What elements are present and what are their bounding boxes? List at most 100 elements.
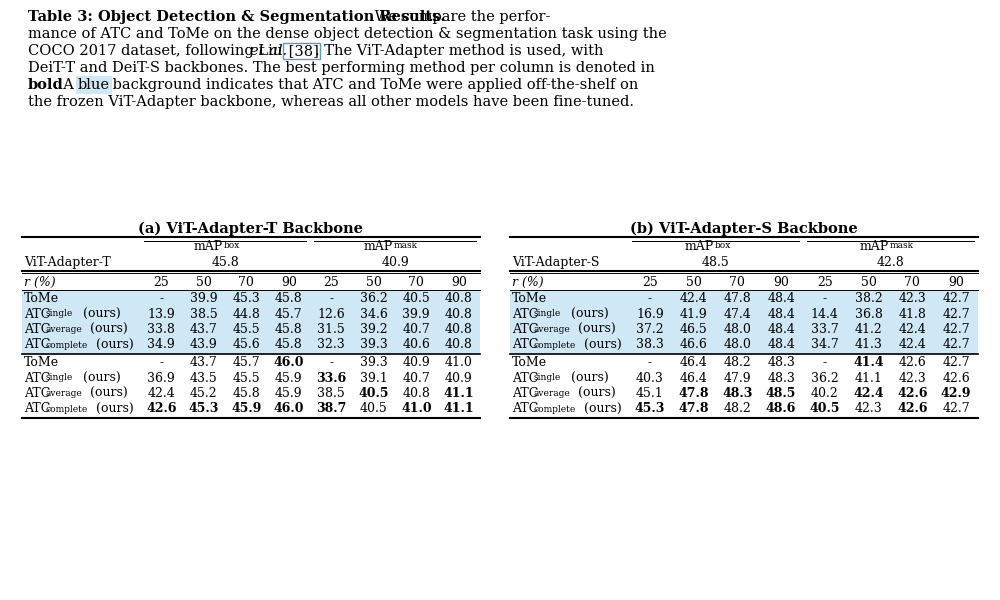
Text: 45.6: 45.6 bbox=[232, 338, 260, 352]
Text: ATC: ATC bbox=[24, 371, 50, 385]
Text: -: - bbox=[159, 356, 163, 369]
Text: 37.2: 37.2 bbox=[636, 323, 664, 336]
Text: 70: 70 bbox=[729, 275, 745, 289]
Text: the frozen ViT-Adapter backbone, whereas all other models have been fine-tuned.: the frozen ViT-Adapter backbone, whereas… bbox=[28, 95, 634, 109]
Text: 50: 50 bbox=[861, 275, 877, 289]
Text: -: - bbox=[329, 292, 333, 305]
Text: 39.1: 39.1 bbox=[360, 371, 388, 385]
Text: 42.4: 42.4 bbox=[898, 323, 926, 336]
Text: 42.7: 42.7 bbox=[942, 292, 970, 305]
Text: 39.9: 39.9 bbox=[402, 307, 430, 320]
Text: 41.1: 41.1 bbox=[855, 371, 883, 385]
Text: single: single bbox=[45, 373, 72, 383]
Text: average: average bbox=[45, 389, 82, 398]
Text: 45.9: 45.9 bbox=[231, 403, 261, 415]
Text: 41.0: 41.0 bbox=[401, 403, 432, 415]
Text: mAP: mAP bbox=[194, 241, 223, 253]
Text: complete: complete bbox=[45, 404, 87, 413]
Text: ToMe: ToMe bbox=[24, 356, 59, 369]
Text: (ours): (ours) bbox=[580, 403, 622, 415]
Text: 48.5: 48.5 bbox=[702, 256, 729, 269]
Text: 42.3: 42.3 bbox=[855, 403, 883, 415]
Text: 34.6: 34.6 bbox=[360, 307, 388, 320]
Text: 45.8: 45.8 bbox=[232, 387, 260, 400]
Text: (ours): (ours) bbox=[86, 387, 128, 400]
Text: 90: 90 bbox=[281, 275, 297, 289]
Text: ATC: ATC bbox=[512, 338, 538, 352]
Text: 42.4: 42.4 bbox=[898, 338, 926, 352]
Text: 38.5: 38.5 bbox=[190, 307, 218, 320]
Text: 43.5: 43.5 bbox=[190, 371, 218, 385]
Text: 12.6: 12.6 bbox=[317, 307, 345, 320]
Text: 36.9: 36.9 bbox=[147, 371, 175, 385]
Text: 34.9: 34.9 bbox=[147, 338, 175, 352]
Text: ATC: ATC bbox=[24, 387, 50, 400]
Text: 16.9: 16.9 bbox=[636, 307, 664, 320]
Text: blue: blue bbox=[78, 78, 110, 92]
Text: 42.6: 42.6 bbox=[897, 403, 928, 415]
Text: 40.9: 40.9 bbox=[402, 356, 430, 369]
Text: (ours): (ours) bbox=[79, 371, 121, 385]
Text: 40.2: 40.2 bbox=[811, 387, 839, 400]
Text: 34.7: 34.7 bbox=[811, 338, 839, 352]
Text: ATC: ATC bbox=[24, 338, 50, 352]
Text: 42.7: 42.7 bbox=[942, 356, 970, 369]
Text: (ours): (ours) bbox=[580, 338, 622, 352]
Text: 40.3: 40.3 bbox=[636, 371, 664, 385]
Text: 48.2: 48.2 bbox=[724, 403, 751, 415]
Text: 45.3: 45.3 bbox=[189, 403, 219, 415]
Text: ATC: ATC bbox=[24, 307, 50, 320]
Text: 40.5: 40.5 bbox=[360, 403, 388, 415]
Text: 42.3: 42.3 bbox=[898, 292, 926, 305]
Text: mask: mask bbox=[890, 241, 914, 250]
Text: 42.4: 42.4 bbox=[680, 292, 708, 305]
Text: average: average bbox=[533, 389, 570, 398]
Text: (ours): (ours) bbox=[86, 323, 128, 336]
Text: 40.8: 40.8 bbox=[445, 323, 473, 336]
Text: 42.6: 42.6 bbox=[942, 371, 970, 385]
Text: 41.3: 41.3 bbox=[855, 338, 883, 352]
Text: 42.9: 42.9 bbox=[941, 387, 971, 400]
Text: mask: mask bbox=[394, 241, 418, 250]
Text: ViT-Adapter-T: ViT-Adapter-T bbox=[24, 256, 111, 269]
Text: average: average bbox=[533, 325, 570, 334]
Text: 43.7: 43.7 bbox=[190, 356, 218, 369]
Text: -: - bbox=[648, 292, 652, 305]
Text: [38]: [38] bbox=[284, 44, 319, 58]
Text: 90: 90 bbox=[451, 275, 467, 289]
Text: average: average bbox=[45, 325, 82, 334]
Text: . The ViT-Adapter method is used, with: . The ViT-Adapter method is used, with bbox=[315, 44, 604, 58]
Text: background indicates that ATC and ToMe were applied off-the-shelf on: background indicates that ATC and ToMe w… bbox=[108, 78, 638, 92]
Text: -: - bbox=[159, 292, 163, 305]
Text: 38.7: 38.7 bbox=[316, 403, 346, 415]
Text: 50: 50 bbox=[686, 275, 702, 289]
Text: 13.9: 13.9 bbox=[147, 307, 175, 320]
Text: 31.5: 31.5 bbox=[317, 323, 345, 336]
Text: et al.: et al. bbox=[250, 44, 287, 58]
Text: complete: complete bbox=[533, 404, 575, 413]
Text: 48.4: 48.4 bbox=[767, 307, 795, 320]
Text: 40.6: 40.6 bbox=[402, 338, 430, 352]
Text: (ours): (ours) bbox=[574, 387, 616, 400]
Text: 40.5: 40.5 bbox=[810, 403, 840, 415]
Text: 45.7: 45.7 bbox=[232, 356, 260, 369]
Text: 48.5: 48.5 bbox=[766, 387, 796, 400]
Text: ATC: ATC bbox=[512, 307, 538, 320]
Text: We compare the perfor-: We compare the perfor- bbox=[370, 10, 550, 24]
Text: (ours): (ours) bbox=[79, 307, 121, 320]
Text: 14.4: 14.4 bbox=[811, 307, 839, 320]
Text: 45.8: 45.8 bbox=[211, 256, 239, 269]
Text: 40.5: 40.5 bbox=[358, 387, 389, 400]
Text: mAP: mAP bbox=[364, 241, 393, 253]
Text: 41.9: 41.9 bbox=[680, 307, 708, 320]
Text: 41.2: 41.2 bbox=[855, 323, 883, 336]
Text: 41.4: 41.4 bbox=[853, 356, 884, 369]
Text: 46.5: 46.5 bbox=[680, 323, 708, 336]
Text: 36.8: 36.8 bbox=[855, 307, 883, 320]
Text: box: box bbox=[714, 241, 731, 250]
Text: 46.4: 46.4 bbox=[680, 356, 708, 369]
Text: 47.4: 47.4 bbox=[724, 307, 751, 320]
Text: 42.6: 42.6 bbox=[897, 387, 928, 400]
Text: ATC: ATC bbox=[24, 323, 50, 336]
Text: 45.9: 45.9 bbox=[275, 387, 303, 400]
